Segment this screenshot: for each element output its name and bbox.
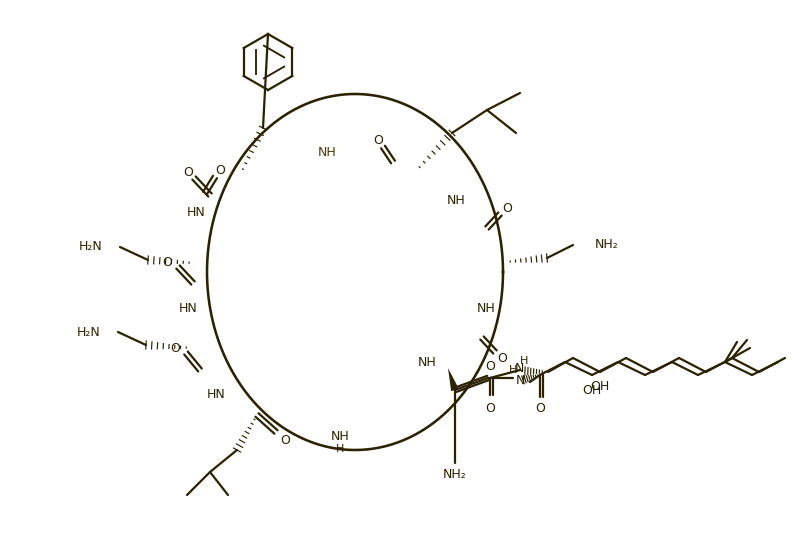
Text: N: N (515, 373, 525, 386)
Text: NH: NH (446, 194, 466, 207)
Text: NH: NH (418, 357, 437, 370)
Text: O: O (170, 341, 180, 354)
Text: H: H (509, 365, 518, 375)
Text: O: O (485, 401, 495, 414)
Text: NH₂: NH₂ (443, 469, 467, 481)
Text: H: H (520, 356, 528, 366)
Text: HN: HN (207, 388, 225, 401)
Text: HN: HN (186, 207, 206, 220)
Text: O: O (215, 163, 225, 176)
Text: NH: NH (330, 431, 349, 444)
Text: O: O (485, 360, 495, 373)
Text: O: O (502, 201, 512, 214)
Text: OH: OH (590, 379, 610, 393)
Text: H₂N: H₂N (76, 326, 100, 339)
Text: O: O (280, 433, 290, 446)
Text: N: N (514, 362, 524, 375)
Text: O: O (373, 135, 383, 148)
Text: O: O (162, 255, 172, 268)
Text: NH: NH (476, 301, 496, 314)
Polygon shape (448, 368, 458, 391)
Text: O: O (183, 166, 193, 179)
Text: H: H (336, 444, 344, 454)
Text: HN: HN (179, 301, 198, 314)
Text: NH: NH (318, 146, 336, 159)
Text: H₂N: H₂N (79, 241, 102, 254)
Text: OH: OH (582, 384, 602, 397)
Text: O: O (497, 352, 507, 365)
Text: NH₂: NH₂ (595, 239, 619, 252)
Text: O: O (535, 401, 545, 414)
